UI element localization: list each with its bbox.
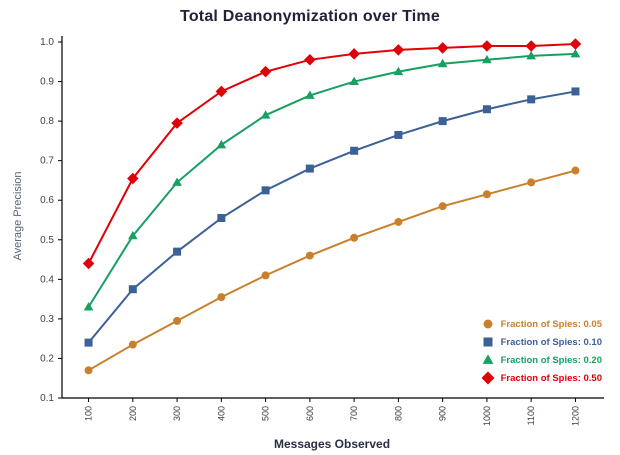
data-point [350, 146, 359, 155]
series-line [87, 52, 576, 308]
data-point [526, 50, 536, 60]
triangle-marker-icon [482, 354, 494, 364]
data-point [260, 110, 271, 119]
data-point [482, 105, 491, 114]
data-point [571, 166, 580, 175]
data-point [259, 65, 272, 78]
chart-title: Total Deanonymization over Time [180, 8, 440, 25]
x-axis-label: Messages Observed [273, 437, 391, 451]
data-point [84, 338, 93, 347]
data-point [394, 217, 403, 226]
data-point [438, 117, 447, 126]
legend-item: Fraction of Spies: 0.20 [481, 353, 602, 367]
x-tick-label: 1100 [526, 406, 536, 425]
legend-item: Fraction of Spies: 0.10 [481, 335, 602, 349]
legend-label: Fraction of Spies: 0.10 [500, 336, 602, 348]
legend-item: Fraction of Spies: 0.50 [481, 371, 602, 385]
y-tick-label: 0.8 [40, 116, 54, 127]
y-tick-label: 0.5 [40, 235, 54, 246]
data-point [525, 40, 537, 52]
series-2 [83, 48, 581, 311]
x-tick-label: 600 [305, 406, 315, 421]
data-point [82, 257, 95, 270]
data-point [172, 177, 182, 186]
diamond-marker-icon [481, 371, 495, 385]
data-point [350, 233, 359, 242]
x-tick-label: 1200 [570, 406, 580, 426]
data-point [481, 40, 493, 52]
data-point [438, 202, 447, 211]
y-tick-label: 1.0 [40, 37, 54, 48]
x-tick-label: 300 [172, 406, 182, 421]
legend-label: Fraction of Spies: 0.05 [500, 318, 602, 330]
data-point [394, 130, 403, 139]
data-point [571, 87, 580, 96]
series-3 [82, 38, 582, 270]
y-tick-label: 0.7 [40, 156, 54, 167]
data-point [569, 38, 582, 50]
legend-item: Fraction of Spies: 0.05 [481, 317, 602, 331]
x-tick-label: 400 [216, 406, 226, 421]
data-point [436, 42, 449, 54]
data-point [215, 85, 228, 98]
data-point [392, 44, 405, 56]
data-point [304, 54, 316, 66]
series-line [88, 169, 576, 372]
data-point [173, 316, 182, 325]
square-marker-icon [483, 337, 493, 347]
data-point [482, 190, 491, 199]
data-point [128, 230, 138, 240]
y-tick-label: 0.4 [40, 274, 54, 285]
data-point [216, 139, 227, 149]
data-point [305, 90, 315, 99]
legend-label: Fraction of Spies: 0.20 [500, 354, 602, 366]
x-tick-label: 500 [261, 406, 271, 421]
x-tick-label: 800 [393, 406, 403, 421]
data-point [128, 340, 137, 349]
y-tick-label: 0.9 [40, 77, 54, 88]
data-point [127, 172, 139, 185]
data-point [348, 48, 360, 60]
data-point [261, 271, 270, 280]
data-point [305, 164, 314, 173]
data-point [349, 76, 359, 86]
y-tick-label: 0.1 [40, 393, 54, 404]
data-point [305, 251, 314, 260]
data-point [527, 95, 536, 104]
x-tick-label: 100 [84, 406, 94, 421]
y-tick-label: 0.3 [40, 314, 54, 325]
data-point [84, 366, 93, 375]
legend: Fraction of Spies: 0.05 Fraction of Spies… [481, 317, 602, 385]
data-point [217, 293, 226, 302]
data-point [393, 66, 404, 76]
data-point [437, 58, 448, 68]
series-line [87, 42, 576, 264]
x-tick-label: 700 [349, 406, 359, 421]
data-point [217, 214, 226, 223]
series-1 [84, 87, 580, 347]
data-point [83, 302, 94, 311]
y-tick-label: 0.2 [40, 353, 54, 364]
data-point [527, 178, 536, 187]
y-tick-label: 0.6 [40, 195, 54, 206]
x-tick-label: 1000 [482, 406, 492, 426]
data-point [570, 48, 581, 58]
series-0 [84, 166, 580, 375]
data-point [482, 54, 492, 64]
data-point [483, 319, 493, 329]
circle-marker-icon [483, 319, 493, 329]
data-point [173, 247, 182, 256]
data-point [483, 337, 493, 347]
x-tick-label: 200 [128, 406, 138, 421]
x-tick-label: 900 [438, 406, 448, 421]
data-point [261, 186, 270, 195]
data-point [128, 285, 137, 294]
data-point [481, 371, 495, 385]
series-line [87, 90, 576, 344]
legend-label: Fraction of Spies: 0.50 [500, 372, 602, 384]
data-point [171, 117, 183, 129]
data-point [482, 354, 494, 364]
